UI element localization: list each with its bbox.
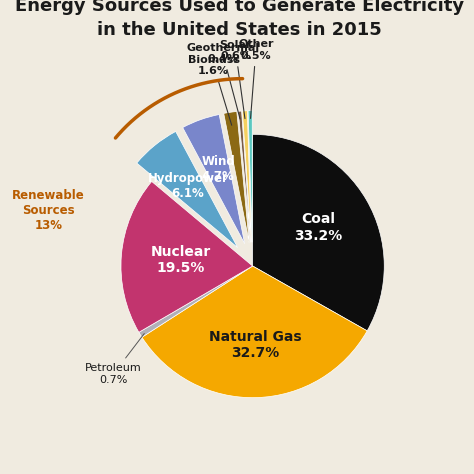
Wedge shape [139,266,253,337]
Text: Petroleum
0.7%: Petroleum 0.7% [85,334,144,384]
Wedge shape [137,131,237,247]
Title: Energy Sources Used to Generate Electricity
in the United States in 2015: Energy Sources Used to Generate Electric… [15,0,464,39]
Text: Coal
33.2%: Coal 33.2% [294,212,343,243]
Text: Hydropower
6.1%: Hydropower 6.1% [147,172,228,201]
Text: Natural Gas
32.7%: Natural Gas 32.7% [209,330,301,360]
Wedge shape [242,111,251,242]
Wedge shape [142,266,367,398]
Wedge shape [121,182,253,332]
Text: Other
0.5%: Other 0.5% [238,39,273,118]
Text: Renewable
Sources
13%: Renewable Sources 13% [12,189,85,232]
Text: Wind
4.7%: Wind 4.7% [201,155,235,183]
Wedge shape [253,134,384,331]
Text: Nuclear
19.5%: Nuclear 19.5% [150,245,210,275]
Wedge shape [248,110,252,242]
Wedge shape [224,111,249,243]
Wedge shape [238,111,251,242]
Wedge shape [182,115,245,244]
Text: Biomass
1.6%: Biomass 1.6% [188,55,240,125]
Text: Solar
0.6%: Solar 0.6% [219,39,252,118]
Text: Geothermal
0.4%: Geothermal 0.4% [186,43,259,119]
